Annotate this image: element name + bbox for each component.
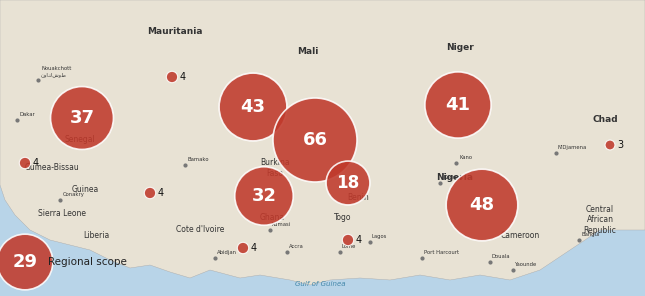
Text: Gulf of Guinea: Gulf of Guinea xyxy=(295,281,345,287)
Circle shape xyxy=(0,234,53,290)
Polygon shape xyxy=(0,0,645,285)
Text: Liberia: Liberia xyxy=(83,231,109,239)
Text: 3: 3 xyxy=(617,140,623,150)
Text: Cote d'Ivoire: Cote d'Ivoire xyxy=(176,226,224,234)
Text: 32: 32 xyxy=(252,187,277,205)
Text: Nouakchott
نواكشوط: Nouakchott نواكشوط xyxy=(41,66,72,77)
Text: Conakry: Conakry xyxy=(63,192,85,197)
Circle shape xyxy=(237,242,249,254)
Text: 4: 4 xyxy=(33,158,39,168)
Circle shape xyxy=(326,161,370,205)
Text: Benin: Benin xyxy=(347,194,369,202)
Text: Chad: Chad xyxy=(592,115,618,125)
Text: Regional scope: Regional scope xyxy=(48,257,127,267)
Text: 43: 43 xyxy=(241,98,266,116)
Text: Bamako: Bamako xyxy=(188,157,210,162)
Text: Nigeria: Nigeria xyxy=(437,173,473,183)
Text: Niger: Niger xyxy=(446,44,474,52)
Circle shape xyxy=(605,140,615,150)
Text: Kaduna: Kaduna xyxy=(443,175,463,180)
Text: Kumasi: Kumasi xyxy=(272,222,292,227)
Text: Guinea: Guinea xyxy=(72,186,99,194)
Text: Accra: Accra xyxy=(289,244,304,249)
Text: Cameroon: Cameroon xyxy=(501,231,540,239)
Circle shape xyxy=(50,86,114,149)
Circle shape xyxy=(273,98,357,182)
Text: 4: 4 xyxy=(157,188,164,198)
Text: Lagos: Lagos xyxy=(372,234,388,239)
Text: 41: 41 xyxy=(446,96,470,114)
Circle shape xyxy=(446,169,518,241)
Text: 4: 4 xyxy=(180,72,186,82)
Text: Abidjan: Abidjan xyxy=(217,250,237,255)
Text: Guinea-Bissau: Guinea-Bissau xyxy=(25,163,79,173)
Text: Bangui: Bangui xyxy=(581,232,599,237)
Text: N'Djamena: N'Djamena xyxy=(558,145,587,150)
Text: Douala: Douala xyxy=(492,254,510,259)
Text: 4: 4 xyxy=(355,235,362,245)
Text: Port Harcourt: Port Harcourt xyxy=(424,250,459,255)
Text: Mauritania: Mauritania xyxy=(147,28,203,36)
Text: Burkina
Faso: Burkina Faso xyxy=(260,158,290,178)
Text: Yaounde: Yaounde xyxy=(515,262,537,267)
Text: Togo: Togo xyxy=(334,213,352,223)
Circle shape xyxy=(166,71,177,83)
Circle shape xyxy=(342,234,353,246)
Text: Central
African
Republic: Central African Republic xyxy=(584,205,617,235)
Text: Dakar: Dakar xyxy=(19,112,35,117)
Text: Senegal: Senegal xyxy=(64,136,95,144)
Text: 37: 37 xyxy=(70,109,95,127)
Text: 29: 29 xyxy=(12,253,37,271)
Text: Sierra Leone: Sierra Leone xyxy=(38,208,86,218)
Circle shape xyxy=(235,167,293,225)
Circle shape xyxy=(144,187,155,199)
Text: 18: 18 xyxy=(337,174,360,192)
Text: Mali: Mali xyxy=(297,47,319,57)
Text: 48: 48 xyxy=(470,196,495,214)
Text: Kano: Kano xyxy=(459,155,472,160)
Text: 4: 4 xyxy=(251,243,257,253)
Text: Ghana: Ghana xyxy=(259,213,284,223)
Text: Lome: Lome xyxy=(342,244,357,249)
Text: 66: 66 xyxy=(303,131,328,149)
Circle shape xyxy=(19,157,31,169)
Circle shape xyxy=(219,73,287,141)
Circle shape xyxy=(425,72,491,138)
